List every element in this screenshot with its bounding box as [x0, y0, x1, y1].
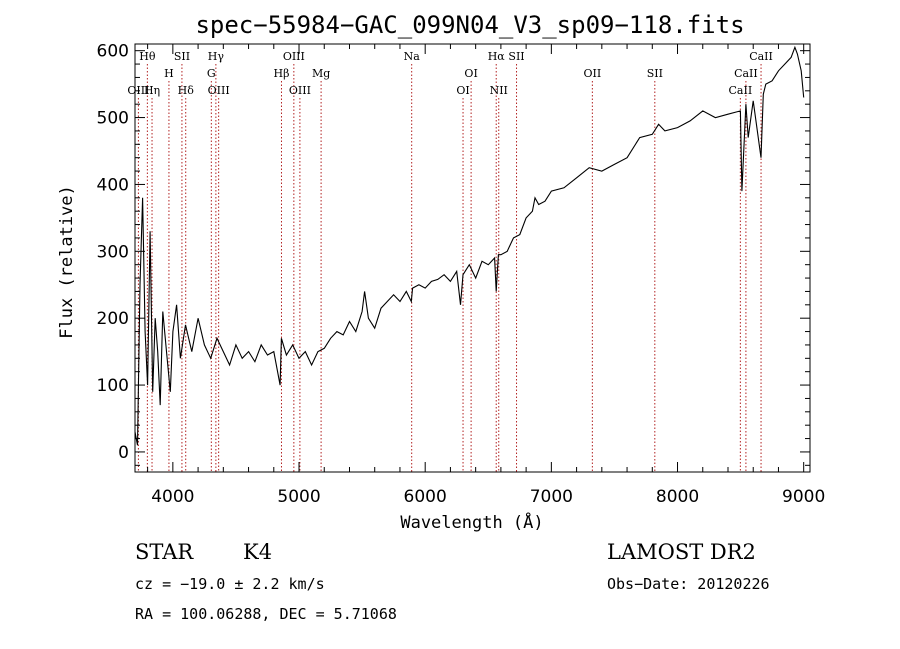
line-marker-label: Hγ	[208, 50, 225, 63]
line-marker-label: OI	[464, 67, 477, 80]
line-markers: HθOIIIHηHSIIHδHγGOIIIOIIIHβOIIIMgNaOIOIH…	[127, 50, 773, 472]
line-marker-label: CaII	[734, 67, 758, 80]
line-marker-label: NII	[490, 84, 508, 97]
y-tick-label: 600	[97, 42, 129, 62]
spectral-subclass: K4	[243, 540, 272, 564]
observation-date: Obs−Date: 20120226	[607, 575, 770, 593]
survey-name: LAMOST DR2	[607, 540, 756, 564]
line-marker-label: CaII	[729, 84, 753, 97]
x-axis-label: Wavelength (Å)	[400, 511, 543, 533]
y-tick-label: 300	[97, 242, 129, 262]
line-marker-label: Hθ	[139, 50, 156, 63]
line-marker-label: H	[164, 67, 174, 80]
x-tick-label: 5000	[277, 487, 320, 507]
y-tick-label: 100	[97, 376, 129, 396]
x-tick-label: 9000	[782, 487, 825, 507]
line-marker-label: Hα	[488, 50, 506, 63]
line-marker-label: Hη	[144, 84, 160, 97]
line-marker-label: OI	[456, 84, 469, 97]
line-marker-label: OIII	[283, 50, 305, 63]
line-marker-label: OII	[584, 67, 602, 80]
plot-frame	[134, 43, 811, 473]
line-marker-label: Hβ	[274, 67, 290, 80]
redshift-info: cz = −19.0 ± 2.2 km/s	[135, 575, 325, 593]
line-marker-label: SII	[508, 50, 524, 63]
line-marker-label: Na	[404, 50, 421, 63]
y-tick-label: 0	[118, 443, 129, 463]
line-marker-label: OIII	[208, 84, 230, 97]
line-marker-label: CaII	[749, 50, 773, 63]
y-axis-ticks: 0 100 200 300 400 500 600	[97, 42, 810, 466]
line-marker-label: Mg	[312, 67, 330, 80]
line-marker-label: SII	[174, 50, 190, 63]
line-marker-label: G	[207, 67, 216, 80]
y-tick-label: 500	[97, 109, 129, 129]
x-tick-label: 7000	[530, 487, 573, 507]
chart-title: spec−55984−GAC_099N04_V3_sp09−118.fits	[195, 11, 744, 39]
y-axis-label: Flux (relative)	[57, 185, 77, 339]
coordinates: RA = 100.06288, DEC = 5.71068	[135, 605, 397, 623]
spectrum-line	[134, 45, 805, 446]
x-tick-label: 4000	[151, 487, 194, 507]
x-tick-label: 6000	[404, 487, 447, 507]
x-axis-ticks: 4000 5000 6000 7000 8000 9000	[147, 44, 825, 507]
object-type: STAR	[135, 540, 194, 564]
line-marker-label: OIII	[289, 84, 311, 97]
y-tick-label: 200	[97, 309, 129, 329]
line-marker-label: SII	[647, 67, 663, 80]
line-marker-label: Hδ	[178, 84, 195, 97]
x-tick-label: 8000	[656, 487, 699, 507]
y-tick-label: 400	[97, 175, 129, 195]
